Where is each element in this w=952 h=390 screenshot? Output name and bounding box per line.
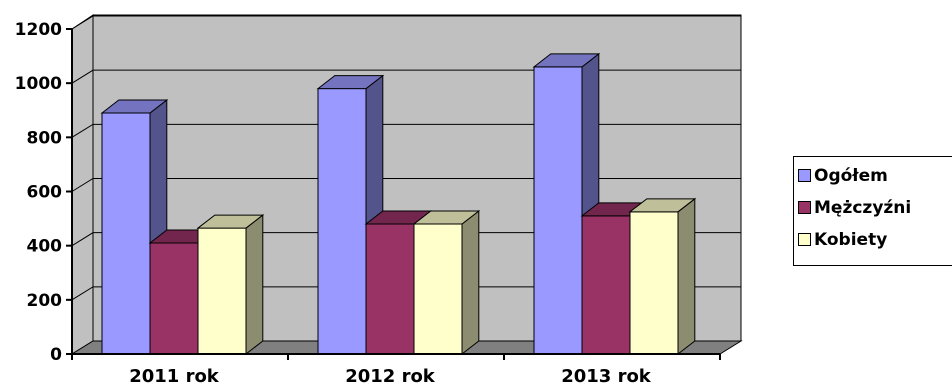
y-tick-label: 200: [27, 291, 63, 311]
gridline: [71, 15, 741, 30]
legend-swatch-ogolem: [798, 168, 811, 182]
legend-item-kobiety: Kobiety: [798, 229, 887, 251]
bar: [412, 209, 481, 356]
gridline: [71, 232, 741, 247]
gridline: [71, 286, 741, 301]
gridlines: [71, 15, 741, 301]
legend-label-ogolem: Ogółem: [814, 166, 888, 186]
legend-swatch-mezczyzni: [798, 200, 811, 214]
gridline: [71, 178, 741, 192]
legend-label-kobiety: Kobiety: [814, 230, 888, 250]
legend-item-mezczyzni: Mężczyźni: [798, 197, 911, 219]
y-tick-label: 1200: [15, 20, 62, 40]
legend: Ogółem Mężczyźni Kobiety: [793, 156, 952, 266]
legend-swatch-kobiety: [798, 232, 811, 246]
gridline: [71, 69, 741, 84]
y-tick-label: 0: [50, 345, 62, 365]
legend-item-ogolem: Ogółem: [798, 165, 888, 187]
gridline: [71, 123, 741, 138]
x-tick-label: 2013 rok: [561, 366, 652, 385]
bar: [316, 74, 385, 356]
x-ticks: 2011 rok 2012 rok 2013 rok: [71, 354, 721, 387]
bar: [100, 98, 169, 356]
y-tick-label: 600: [27, 183, 63, 203]
bars: [100, 52, 697, 356]
bar: [628, 197, 697, 356]
y-ticks: 0 200 400 600 800 1000 1200: [15, 20, 72, 365]
bar: [196, 214, 265, 356]
y-tick-label: 1000: [15, 74, 62, 94]
x-tick-label: 2012 rok: [345, 366, 436, 385]
y-tick-label: 400: [27, 237, 63, 257]
legend-label-mezczyzni: Mężczyźni: [814, 198, 912, 218]
y-tick-label: 800: [27, 128, 63, 148]
x-tick-label: 2011 rok: [129, 366, 220, 385]
